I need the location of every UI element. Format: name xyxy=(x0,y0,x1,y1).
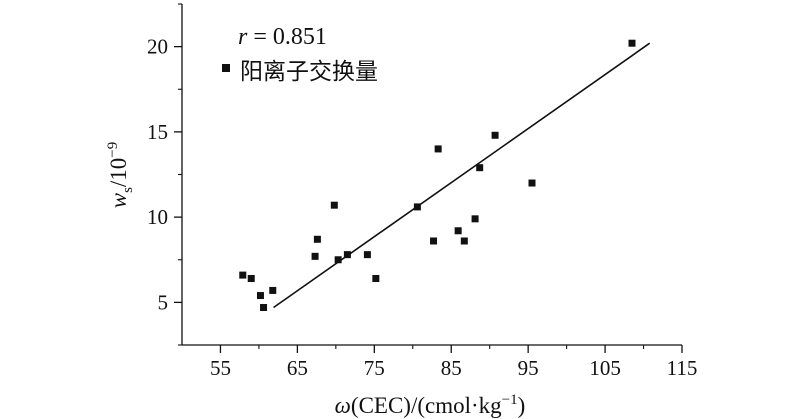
trendline xyxy=(273,42,651,309)
data-point xyxy=(311,252,319,260)
legend-marker xyxy=(222,64,230,72)
ticks: 55 65 75 85 95 105 115 5 10 15 20 xyxy=(147,3,698,380)
data-point xyxy=(260,303,268,311)
x-tick-label: 105 xyxy=(589,356,621,380)
data-point xyxy=(471,215,479,223)
data-point xyxy=(628,39,636,47)
x-tick-label: 55 xyxy=(210,356,231,380)
data-point xyxy=(430,237,438,245)
data-point xyxy=(434,145,442,153)
data-point xyxy=(454,227,462,235)
data-point xyxy=(372,275,380,283)
correlation-annotation: r = 0.851 xyxy=(238,24,327,50)
data-point xyxy=(247,275,255,283)
data-point xyxy=(330,201,338,209)
x-tick-label: 75 xyxy=(364,356,385,380)
y-tick-label: 10 xyxy=(147,205,168,229)
data-point xyxy=(363,251,371,259)
data-point xyxy=(313,235,321,243)
data-point xyxy=(256,292,264,300)
y-tick-label: 5 xyxy=(158,290,169,314)
y-axis-title: ws/10−9 xyxy=(105,142,136,209)
x-axis-title: ω(CEC)/(cmol·kg−1) xyxy=(335,392,526,418)
x-tick-label: 115 xyxy=(667,356,698,380)
y-tick-label: 20 xyxy=(147,35,168,59)
legend-label: 阳离子交换量 xyxy=(240,59,378,85)
data-points xyxy=(239,39,636,311)
data-point xyxy=(528,179,536,187)
data-point xyxy=(460,237,468,245)
y-tick-label: 15 xyxy=(147,120,168,144)
x-tick-label: 65 xyxy=(287,356,308,380)
data-point xyxy=(491,131,499,139)
data-point xyxy=(269,286,277,294)
data-point xyxy=(334,256,342,264)
data-point xyxy=(239,271,247,279)
data-point xyxy=(476,164,484,172)
x-tick-label: 95 xyxy=(518,356,539,380)
x-tick-label: 85 xyxy=(441,356,462,380)
